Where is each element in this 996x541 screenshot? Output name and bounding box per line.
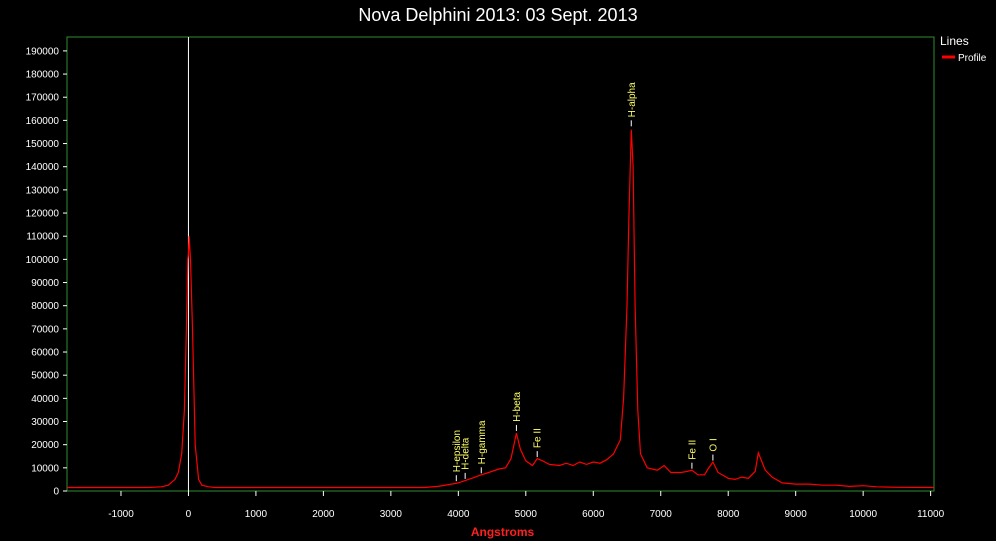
y-axis: 0 10000 20000 30000 40000 50000 60000 70000 8000… [26, 46, 67, 498]
y-tick-label: 130000 [26, 185, 60, 196]
x-tick-label: 2000 [312, 509, 335, 520]
line-marker-label: Fe II [687, 440, 698, 460]
line-marker-label: H-alpha [627, 82, 638, 117]
series-line-profile [67, 129, 935, 489]
legend: Lines Profile [940, 34, 987, 64]
y-tick-label: 0 [53, 487, 59, 498]
y-tick-label: 40000 [31, 394, 59, 405]
x-tick-label: 9000 [785, 509, 808, 520]
x-tick-label: 10000 [849, 509, 877, 520]
x-tick-label: 4000 [447, 509, 470, 520]
y-tick-label: 180000 [26, 70, 60, 81]
y-tick-label: 100000 [26, 255, 60, 266]
x-axis-label: Angstroms [471, 525, 535, 539]
y-tick-label: 190000 [26, 46, 60, 57]
x-axis: -1000 0 1000 2000 3000 4000 5000 6000 7000 8000 90… [108, 491, 945, 520]
x-tick-label: 8000 [717, 509, 740, 520]
line-marker-label: Fe II [533, 428, 544, 448]
line-marker-label: H-gamma [477, 420, 488, 464]
plot-area [66, 36, 935, 492]
line-marker-label: O I [708, 438, 719, 451]
y-tick-label: 160000 [26, 116, 60, 127]
line-marker-label: H-delta [461, 437, 472, 470]
x-tick-label: -1000 [108, 509, 134, 520]
legend-title: Lines [940, 34, 969, 48]
y-tick-label: 10000 [31, 463, 59, 474]
line-marker-label: H-epsilon [452, 430, 463, 472]
legend-entry-profile: Profile [958, 53, 987, 64]
y-tick-label: 150000 [26, 139, 60, 150]
y-tick-label: 110000 [26, 232, 59, 243]
y-tick-label: 50000 [31, 371, 59, 382]
x-tick-label: 11000 [917, 509, 945, 520]
x-tick-label: 0 [186, 509, 192, 520]
x-tick-label: 7000 [650, 509, 673, 520]
y-tick-label: 80000 [31, 301, 59, 312]
y-tick-label: 30000 [31, 417, 59, 428]
y-tick-label: 60000 [31, 348, 59, 359]
x-tick-label: 6000 [582, 509, 605, 520]
x-tick-label: 5000 [515, 509, 538, 520]
y-tick-label: 20000 [31, 440, 59, 451]
y-tick-label: 120000 [26, 209, 60, 220]
x-tick-label: 1000 [245, 509, 268, 520]
x-tick-label: 3000 [380, 509, 403, 520]
chart-title: Nova Delphini 2013: 03 Sept. 2013 [358, 5, 638, 25]
series-group [67, 129, 935, 489]
y-tick-label: 90000 [31, 278, 59, 289]
y-tick-label: 170000 [26, 93, 60, 104]
line-marker-label: H-beta [512, 391, 523, 421]
y-tick-label: 70000 [31, 324, 59, 335]
y-tick-label: 140000 [26, 162, 60, 173]
